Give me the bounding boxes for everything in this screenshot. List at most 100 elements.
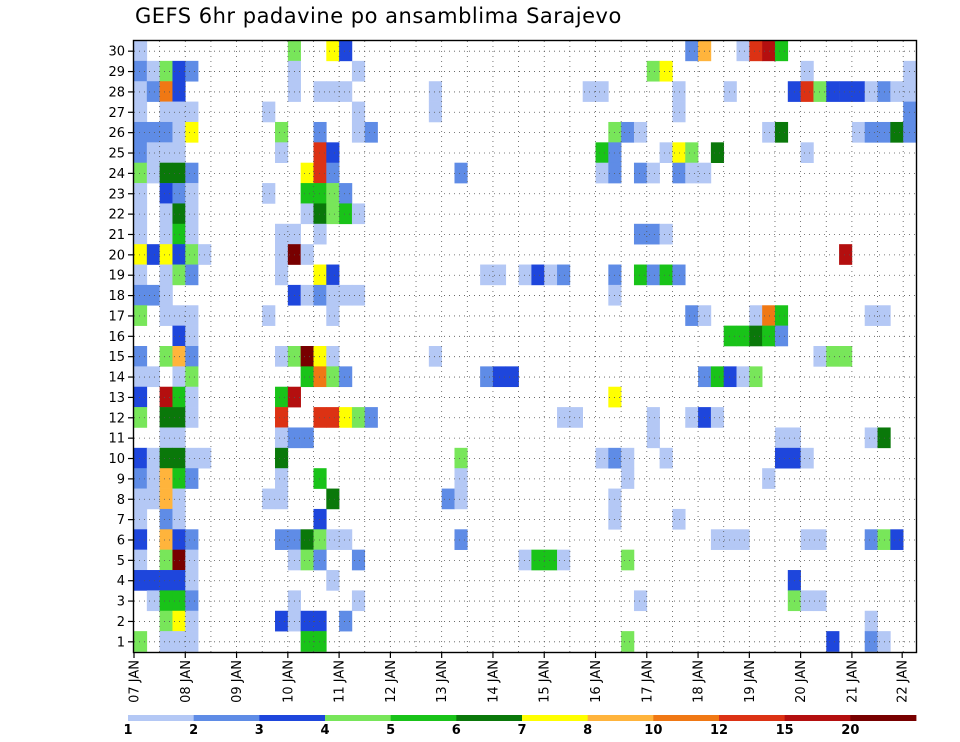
heatmap-cell — [800, 81, 814, 102]
heatmap-cell — [146, 121, 160, 143]
x-tick-label: 17 JAN — [640, 660, 655, 703]
heatmap-cell — [326, 40, 340, 62]
heatmap-cell — [710, 407, 725, 428]
heatmap-cell — [134, 468, 148, 489]
heatmap-cell — [134, 81, 148, 102]
heatmap-cell — [621, 447, 635, 469]
heatmap-cell — [595, 162, 609, 184]
heatmap-cell — [864, 610, 878, 632]
heatmap-cell — [275, 142, 289, 163]
heatmap-cell — [800, 142, 814, 163]
heatmap-cell — [774, 325, 789, 347]
heatmap-cell — [275, 386, 289, 408]
y-tick-label: 5 — [117, 554, 125, 569]
heatmap-cell — [146, 488, 160, 510]
heatmap-cell — [146, 284, 160, 306]
heatmap-cell — [313, 549, 327, 571]
heatmap-cell — [326, 529, 340, 550]
heatmap-cell — [326, 570, 340, 591]
heatmap-cell — [326, 305, 340, 326]
heatmap-cell — [146, 162, 160, 184]
x-tick-label: 18 JAN — [692, 660, 707, 703]
heatmap-cell — [646, 264, 660, 286]
heatmap-cell — [313, 203, 327, 225]
heatmap-cell — [890, 121, 904, 143]
colorbar-swatch — [587, 715, 654, 721]
heatmap-cell — [262, 101, 276, 123]
colorbar-label: 15 — [776, 723, 794, 738]
heatmap-cell — [351, 549, 366, 571]
heatmap-cell — [646, 427, 660, 449]
heatmap-cell — [454, 488, 468, 510]
heatmap-cell — [557, 549, 571, 571]
heatmap-cell — [864, 121, 878, 143]
heatmap-cell — [134, 244, 148, 265]
y-tick-label: 17 — [108, 309, 125, 324]
heatmap-cell — [659, 447, 673, 469]
heatmap-cell — [146, 468, 160, 489]
heatmap-cell — [595, 142, 609, 163]
colorbar-label: 2 — [189, 723, 198, 738]
heatmap-cell — [262, 183, 276, 204]
heatmap-cell — [300, 244, 314, 265]
heatmap-cell — [275, 610, 289, 632]
heatmap-cell — [454, 468, 468, 489]
heatmap-cell — [185, 346, 199, 367]
y-tick-label: 1 — [117, 635, 125, 650]
heatmap-cell — [569, 407, 583, 428]
heatmap-cell — [762, 121, 776, 143]
heatmap-cell — [672, 142, 686, 163]
heatmap-cell — [339, 183, 353, 204]
heatmap-cell — [710, 529, 725, 550]
heatmap-cell — [275, 488, 289, 510]
heatmap-cell — [185, 529, 199, 550]
heatmap-cell — [300, 183, 314, 204]
heatmap-cell — [313, 162, 327, 184]
y-tick-label: 29 — [108, 65, 125, 80]
colorbar-swatch — [522, 715, 589, 721]
heatmap-cell — [505, 366, 519, 388]
heatmap-cell — [710, 366, 725, 388]
heatmap-cell — [685, 407, 699, 428]
heatmap-cell — [146, 60, 160, 82]
heatmap-cell — [300, 284, 314, 306]
heatmap-cell — [890, 81, 904, 102]
heatmap-cell — [185, 121, 199, 143]
colorbar-swatch — [390, 715, 457, 721]
heatmap-cell — [557, 264, 571, 286]
heatmap-cell — [864, 81, 878, 102]
heatmap-cell — [134, 264, 148, 286]
heatmap-cell — [339, 203, 353, 225]
heatmap-cell — [326, 407, 340, 428]
heatmap-cell — [659, 60, 673, 82]
x-tick-label: 09 JAN — [230, 660, 245, 703]
heatmap-cell — [351, 407, 366, 428]
heatmap-cell — [351, 60, 366, 82]
heatmap-cell — [185, 386, 199, 408]
y-tick-label: 24 — [108, 167, 125, 182]
heatmap-cell — [326, 488, 340, 510]
heatmap-cell — [864, 529, 878, 550]
heatmap-cell — [685, 142, 699, 163]
heatmap-cell — [262, 305, 276, 326]
heatmap-cell — [300, 610, 314, 632]
heatmap-cell — [134, 305, 148, 326]
heatmap-cell — [428, 101, 442, 123]
heatmap-cell — [159, 244, 173, 265]
heatmap-cell — [159, 305, 173, 326]
heatmap-cell — [351, 121, 366, 143]
heatmap-cell — [723, 325, 737, 347]
heatmap-cell — [659, 142, 673, 163]
heatmap-cell — [749, 366, 763, 388]
colorbar-swatch — [456, 715, 523, 721]
heatmap-cell — [326, 203, 340, 225]
y-tick-label: 22 — [108, 208, 125, 223]
y-tick-label: 11 — [108, 432, 125, 447]
heatmap-cell — [774, 305, 789, 326]
heatmap-cell — [326, 346, 340, 367]
x-tick-label: 15 JAN — [538, 660, 553, 703]
heatmap-cell — [326, 264, 340, 286]
heatmap-cell — [544, 264, 558, 286]
y-tick-label: 12 — [108, 411, 125, 426]
x-tick-label: 19 JAN — [743, 660, 758, 703]
